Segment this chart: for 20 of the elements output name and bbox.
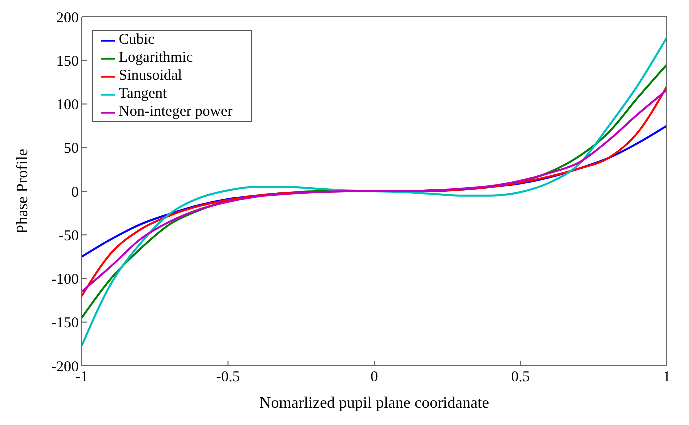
x-tick-label: 0.5: [511, 370, 530, 386]
x-axis-title: Nomarlized pupil plane cooridanate: [260, 395, 490, 412]
legend-label: Cubic: [119, 32, 155, 48]
legend-label: Logarithmic: [119, 50, 194, 66]
x-tick-label: -0.5: [216, 370, 240, 386]
y-tick-label: 150: [56, 54, 79, 70]
y-tick-label: 200: [56, 10, 79, 26]
x-tick-label: 1: [663, 370, 671, 386]
legend-label: Sinusoidal: [119, 68, 182, 84]
x-tick-label: 0: [370, 370, 378, 386]
y-tick-label: 100: [56, 98, 79, 114]
y-tick-label: -200: [52, 359, 79, 376]
y-tick-label: 50: [64, 141, 79, 158]
y-tick-label: -150: [52, 316, 79, 332]
y-tick-label: -100: [52, 272, 79, 288]
legend-label: Tangent: [119, 86, 168, 102]
y-axis-title: Phase Profile: [14, 149, 32, 234]
legend-label: Non-integer power: [119, 104, 233, 120]
y-tick-label: 0: [72, 184, 79, 201]
y-tick-label: -50: [59, 228, 79, 244]
